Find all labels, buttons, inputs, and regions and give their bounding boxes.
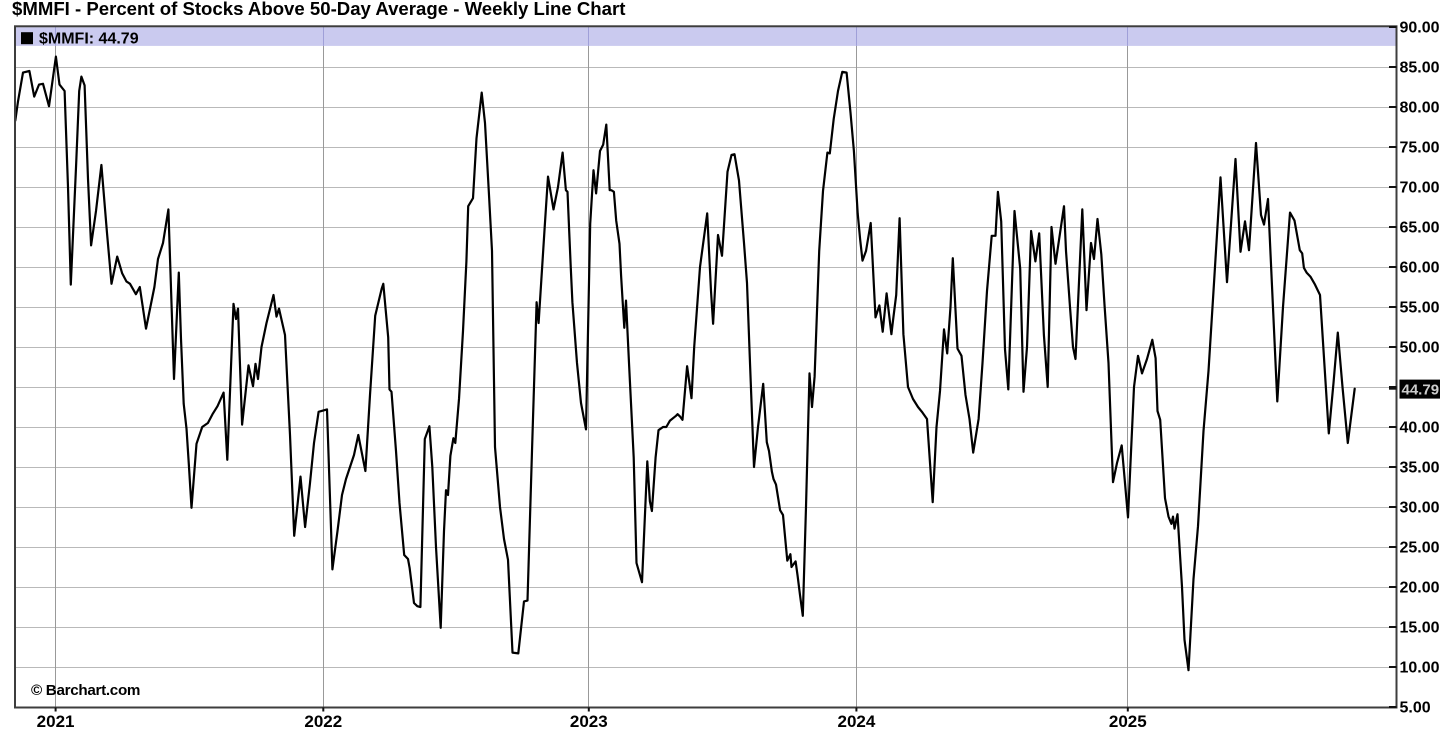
svg-text:20.00: 20.00 <box>1400 580 1440 597</box>
svg-text:90.00: 90.00 <box>1400 20 1440 37</box>
svg-text:15.00: 15.00 <box>1400 620 1440 637</box>
svg-text:$MMFI: 44.79: $MMFI: 44.79 <box>39 31 139 48</box>
svg-text:75.00: 75.00 <box>1400 140 1440 157</box>
svg-text:30.00: 30.00 <box>1400 500 1440 517</box>
svg-text:2025: 2025 <box>1109 712 1147 731</box>
svg-text:25.00: 25.00 <box>1400 540 1440 557</box>
svg-text:40.00: 40.00 <box>1400 420 1440 437</box>
svg-text:2021: 2021 <box>37 712 75 731</box>
svg-text:50.00: 50.00 <box>1400 340 1440 357</box>
svg-text:80.00: 80.00 <box>1400 100 1440 117</box>
svg-text:10.00: 10.00 <box>1400 660 1440 677</box>
svg-text:35.00: 35.00 <box>1400 460 1440 477</box>
svg-text:2023: 2023 <box>570 712 608 731</box>
svg-text:44.79: 44.79 <box>1402 381 1440 398</box>
svg-text:55.00: 55.00 <box>1400 300 1440 317</box>
svg-text:© Barchart.com: © Barchart.com <box>31 682 140 699</box>
svg-text:70.00: 70.00 <box>1400 180 1440 197</box>
svg-text:85.00: 85.00 <box>1400 60 1440 77</box>
svg-text:2022: 2022 <box>304 712 342 731</box>
svg-text:60.00: 60.00 <box>1400 260 1440 277</box>
svg-text:2024: 2024 <box>837 712 875 731</box>
svg-text:65.00: 65.00 <box>1400 220 1440 237</box>
svg-text:5.00: 5.00 <box>1400 700 1431 717</box>
